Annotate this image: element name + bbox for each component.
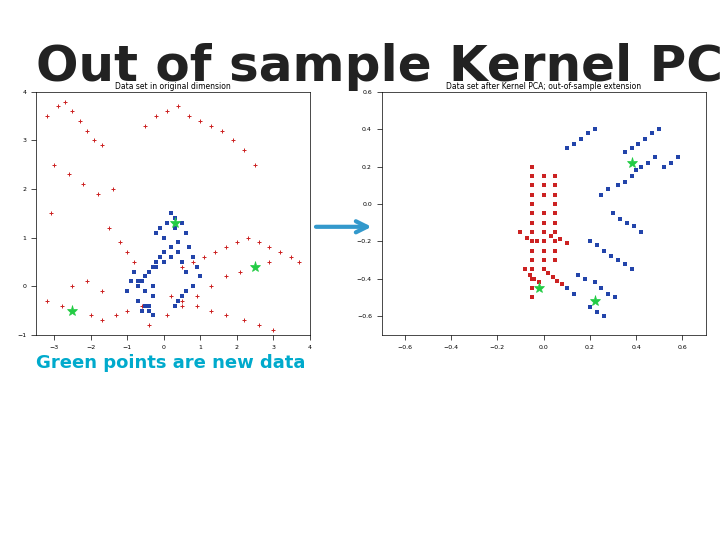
Text: Green points are new data: Green points are new data [36, 354, 305, 372]
Title: Data set in original dimension: Data set in original dimension [115, 82, 230, 91]
Title: Data set after Kernel PCA; out-of-sample extension: Data set after Kernel PCA; out-of-sample… [446, 82, 642, 91]
Text: Out of sample Kernel PCA Demo: Out of sample Kernel PCA Demo [36, 43, 720, 91]
Text: 12: 12 [670, 511, 691, 526]
